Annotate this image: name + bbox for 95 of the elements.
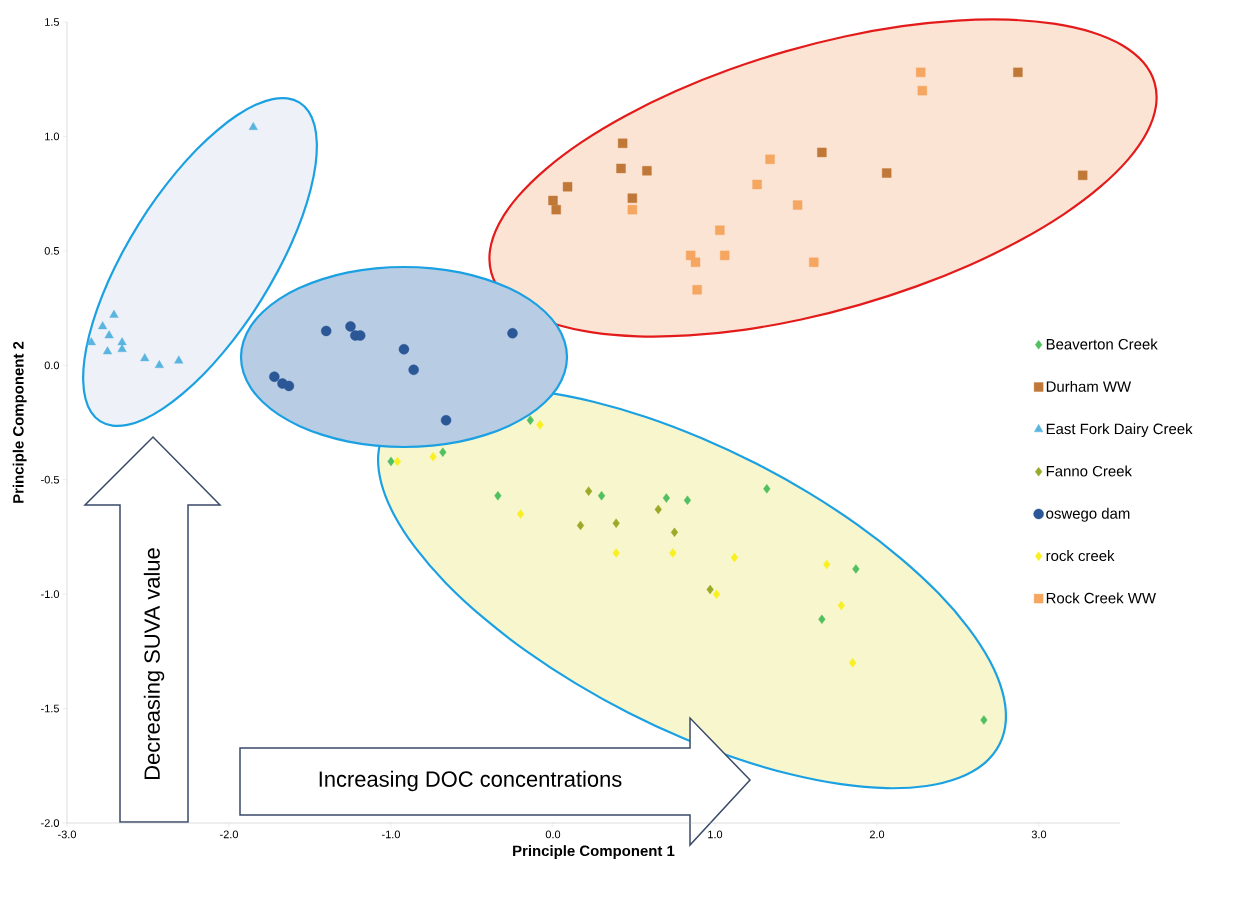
y-tick-label: 1.0 [45,132,60,141]
point [881,168,892,178]
point [598,491,606,501]
x-tick-label: 0.0 [545,830,561,839]
point [818,614,826,625]
y-tick-label: -1.5 [41,704,60,713]
x-axis-title: Principle Component 1 [513,845,675,860]
point [109,309,119,318]
y-tick-label: 1.5 [45,18,60,26]
point [174,355,184,364]
point [387,456,395,467]
point [440,415,452,426]
point [627,204,638,215]
annotation: Increasing DOC concentrations [319,770,622,792]
point [616,163,626,174]
y-tick-label: 0.0 [44,361,60,370]
point [1013,67,1023,78]
point [1077,170,1088,181]
point [849,658,857,668]
point [719,250,730,261]
point [585,486,593,496]
x-tick-label: 1.0 [708,830,723,839]
legend-label: Beaverton Creek [1046,338,1158,350]
point [494,491,502,501]
point [763,484,771,494]
point [765,154,775,165]
point [692,285,702,295]
point [269,371,280,382]
y-tick-label: -0.5 [41,475,60,484]
point [916,67,926,78]
legend-label: East Fork Dairy Creek [1046,423,1193,438]
point [551,204,561,215]
point [345,321,356,332]
x-tick-label: -2.0 [220,830,238,839]
point [117,337,127,346]
point [154,360,164,368]
point [320,325,332,337]
point [669,548,677,558]
point [576,520,585,531]
point [670,527,679,538]
point [86,337,96,346]
legend-label: Fanno Creek [1046,465,1132,477]
point [612,518,620,528]
point [98,321,108,330]
point [917,85,928,96]
point [627,193,638,203]
x-tick-label: 3.0 [1031,830,1047,839]
point [507,328,518,339]
y-tick-label: -1.0 [41,590,60,599]
y-tick-label: -2.0 [41,819,60,827]
point [715,225,725,235]
point [408,364,419,376]
point [662,493,670,503]
point [852,564,860,574]
point [809,257,819,267]
point [117,344,127,352]
point [752,179,762,190]
point [683,495,691,506]
point [654,504,662,515]
point [823,559,831,570]
point [730,552,738,563]
point [526,415,534,425]
y-axis-title: Principle Component 2 [12,341,27,503]
point [713,589,721,599]
point [517,509,525,519]
point [817,147,827,158]
y-tick-label: 0.5 [44,246,60,255]
point [393,456,402,467]
point [617,138,628,148]
x-tick-label: 2.0 [869,830,885,839]
point [398,344,410,355]
point [283,380,295,392]
point [248,122,258,130]
point [140,353,150,362]
point [612,548,620,558]
point [536,420,544,430]
point [548,195,558,206]
annotation: Decreasing SUVA value [143,548,165,779]
point [980,715,988,725]
legend-label: Rock Creek WW [1046,592,1156,604]
point [562,182,573,192]
legend-label: Durham WW [1046,380,1132,392]
point [690,257,701,267]
point [792,200,803,210]
legend-label: oswego dam [1046,507,1130,522]
point [642,166,652,176]
point [102,346,113,355]
x-tick-label: -1.0 [382,830,400,839]
point [429,452,437,462]
point [439,447,447,457]
point [706,584,714,595]
point [837,600,845,611]
point [104,330,114,339]
x-tick-label: -3.0 [58,830,76,839]
legend-label: rock creek [1046,550,1115,562]
